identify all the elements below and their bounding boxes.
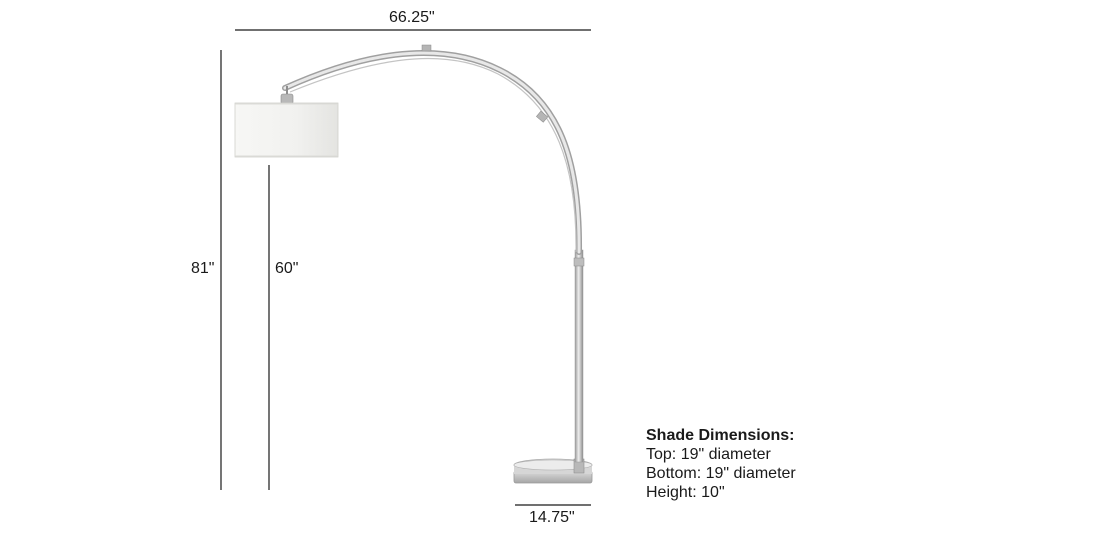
shade-connector [280,86,294,105]
shade-dimensions-title: Shade Dimensions: [646,427,795,444]
overall-height-label: 81" [191,260,215,277]
overall-width-label: 66.25" [389,9,435,26]
base-diameter-label: 14.75" [529,509,575,526]
shade-clearance-label: 60" [275,260,299,277]
lamp-pole [574,249,584,463]
shade-dimensions-info: Shade Dimensions: Top: 19" diameter Bott… [646,426,796,502]
lamp-shade [234,102,339,158]
shade-height: Height: 10" [646,484,725,501]
shade-top-diameter: Top: 19" diameter [646,446,771,463]
lamp-base [513,458,593,484]
shade-bottom-diameter: Bottom: 19" diameter [646,465,796,482]
arc-floor-lamp [234,44,593,484]
